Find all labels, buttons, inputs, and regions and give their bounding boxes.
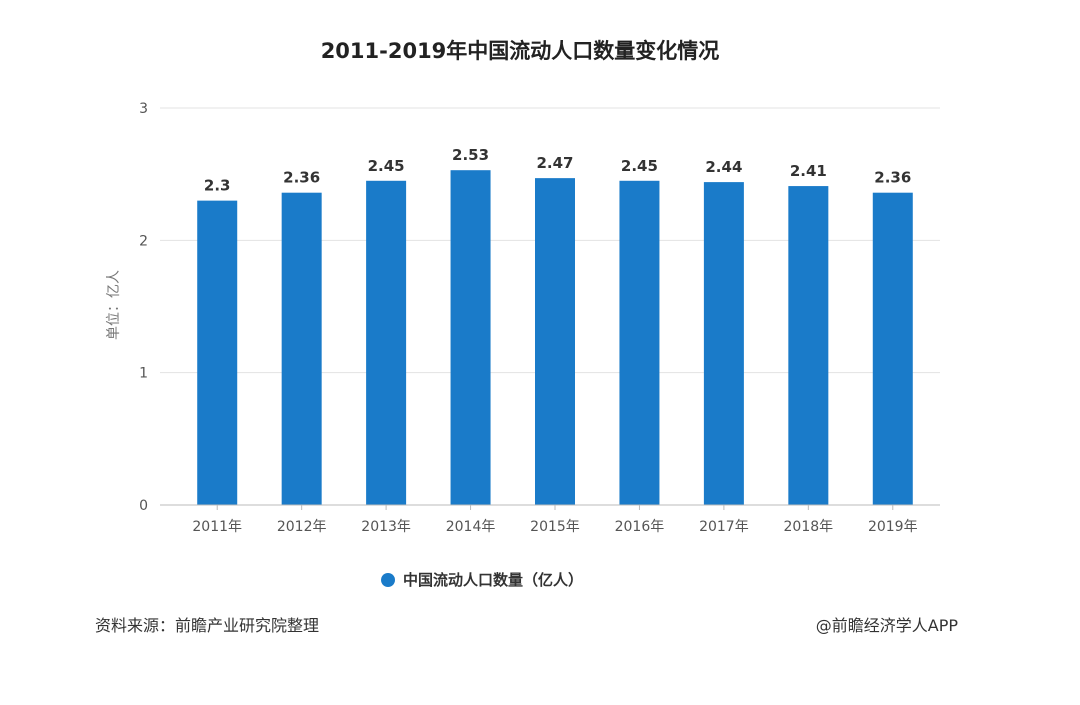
bar xyxy=(197,200,238,505)
x-tick-label: 2017年 xyxy=(699,519,749,535)
source-note: 资料来源：前瞻产业研究院整理 xyxy=(95,616,320,635)
x-tick-label: 2011年 xyxy=(192,519,242,535)
bar xyxy=(619,180,660,506)
data-label: 2.45 xyxy=(368,157,405,175)
y-tick-label: 1 xyxy=(139,366,148,382)
chart-title: 2011-2019年中国流动人口数量变化情况 xyxy=(321,39,720,63)
x-axis-ticks: 2011年 2012年 2013年 2014年 2015年 2016年 2017年 2018年… xyxy=(192,505,918,535)
y-tick-label: 2 xyxy=(139,233,148,249)
legend-marker xyxy=(381,573,395,587)
y-axis-label: 单位：亿人 xyxy=(106,270,122,340)
data-label: 2.44 xyxy=(705,158,742,176)
bar xyxy=(872,192,913,505)
data-label: 2.36 xyxy=(283,169,320,187)
x-tick-label: 2016年 xyxy=(615,519,665,535)
bar xyxy=(450,170,491,506)
data-label: 2.3 xyxy=(204,177,231,195)
data-label: 2.41 xyxy=(790,162,827,180)
y-tick-label: 0 xyxy=(139,498,148,514)
x-tick-label: 2012年 xyxy=(277,519,327,535)
bars xyxy=(197,170,913,506)
credit-note: @前瞻经济学人APP xyxy=(815,616,958,635)
y-axis-ticks: 0 1 2 3 xyxy=(139,101,148,514)
bar xyxy=(703,182,744,505)
data-labels: 2.3 2.36 2.45 2.53 2.47 2.45 2.44 2.41 2.36 xyxy=(204,146,911,194)
bar xyxy=(366,180,407,506)
data-label: 2.36 xyxy=(874,169,911,187)
x-tick-label: 2014年 xyxy=(446,519,496,535)
x-tick-label: 2013年 xyxy=(361,519,411,535)
data-label: 2.53 xyxy=(452,146,489,164)
bar xyxy=(535,178,575,506)
x-tick-label: 2019年 xyxy=(868,519,918,535)
bar xyxy=(788,186,829,505)
x-tick-label: 2015年 xyxy=(530,519,580,535)
data-label: 2.45 xyxy=(621,157,658,175)
x-tick-label: 2018年 xyxy=(784,519,834,535)
y-tick-label: 3 xyxy=(139,101,148,117)
legend-item-label: 中国流动人口数量（亿人） xyxy=(403,571,583,589)
legend: 中国流动人口数量（亿人） xyxy=(381,571,583,589)
bar xyxy=(281,192,322,505)
data-label: 2.47 xyxy=(536,154,573,172)
